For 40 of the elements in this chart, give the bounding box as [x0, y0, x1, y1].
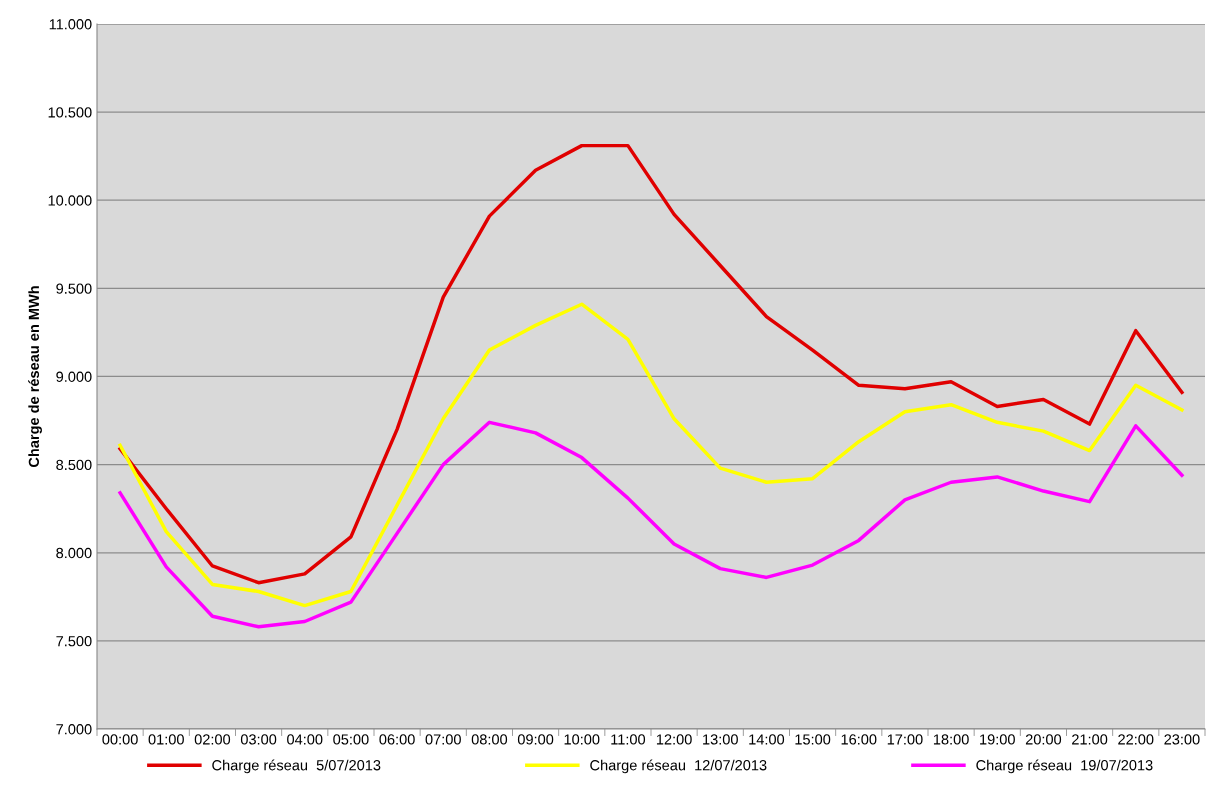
- y-tick-label: 10.500: [48, 107, 92, 118]
- x-tick-label: 17:00: [887, 734, 923, 745]
- x-tick-label: 08:00: [471, 734, 508, 745]
- x-tick-label: 15:00: [795, 734, 831, 745]
- x-tick-label: 05:00: [333, 734, 369, 745]
- line-series: [118, 420, 1184, 629]
- x-tick-label: 02:00: [194, 734, 231, 745]
- x-tick-label: 10:00: [564, 734, 600, 745]
- x-tick-label: 03:00: [240, 734, 277, 745]
- x-tick-label: 12:00: [656, 734, 692, 745]
- x-tick-label: 22:00: [1118, 734, 1154, 745]
- y-tick-label: 7.500: [56, 635, 92, 647]
- x-tick-label: 20:00: [1025, 734, 1062, 745]
- y-axis-title: Charge de réseau en MWh: [28, 286, 42, 468]
- y-tick-label: 8.500: [56, 459, 92, 471]
- x-tick-label: 04:00: [287, 734, 323, 745]
- x-tick-label: 16:00: [841, 734, 877, 745]
- line-series: [118, 302, 1184, 608]
- legend-label: Charge réseau 19/07/2013: [976, 759, 1153, 774]
- legend-label: Charge réseau 5/07/2013: [212, 759, 381, 774]
- y-tick-label: 7.000: [56, 724, 92, 735]
- x-tick-label: 09:00: [517, 734, 554, 745]
- x-tick-label: 00:00: [102, 734, 138, 745]
- x-tick-label: 19:00: [980, 734, 1015, 745]
- x-tick-label: 23:00: [1164, 734, 1200, 745]
- x-tick-label: 21:00: [1072, 734, 1108, 745]
- y-tick-label: 8.000: [56, 547, 92, 559]
- y-tick-label: 11.000: [49, 19, 92, 30]
- x-tick-label: 14:00: [749, 734, 785, 745]
- x-tick-label: 11:00: [611, 734, 646, 745]
- legend-label: Charge réseau 12/07/2013: [590, 759, 767, 774]
- x-tick-label: 13:00: [703, 734, 738, 745]
- line-series: [118, 143, 1184, 585]
- x-tick-label: 01:00: [148, 734, 184, 745]
- y-tick-label: 9.000: [56, 371, 92, 382]
- x-tick-label: 06:00: [379, 734, 415, 745]
- x-tick-label: 18:00: [933, 734, 969, 745]
- x-tick-label: 07:00: [425, 734, 461, 745]
- y-tick-label: 10.000: [48, 195, 92, 206]
- y-tick-label: 9.500: [56, 283, 92, 294]
